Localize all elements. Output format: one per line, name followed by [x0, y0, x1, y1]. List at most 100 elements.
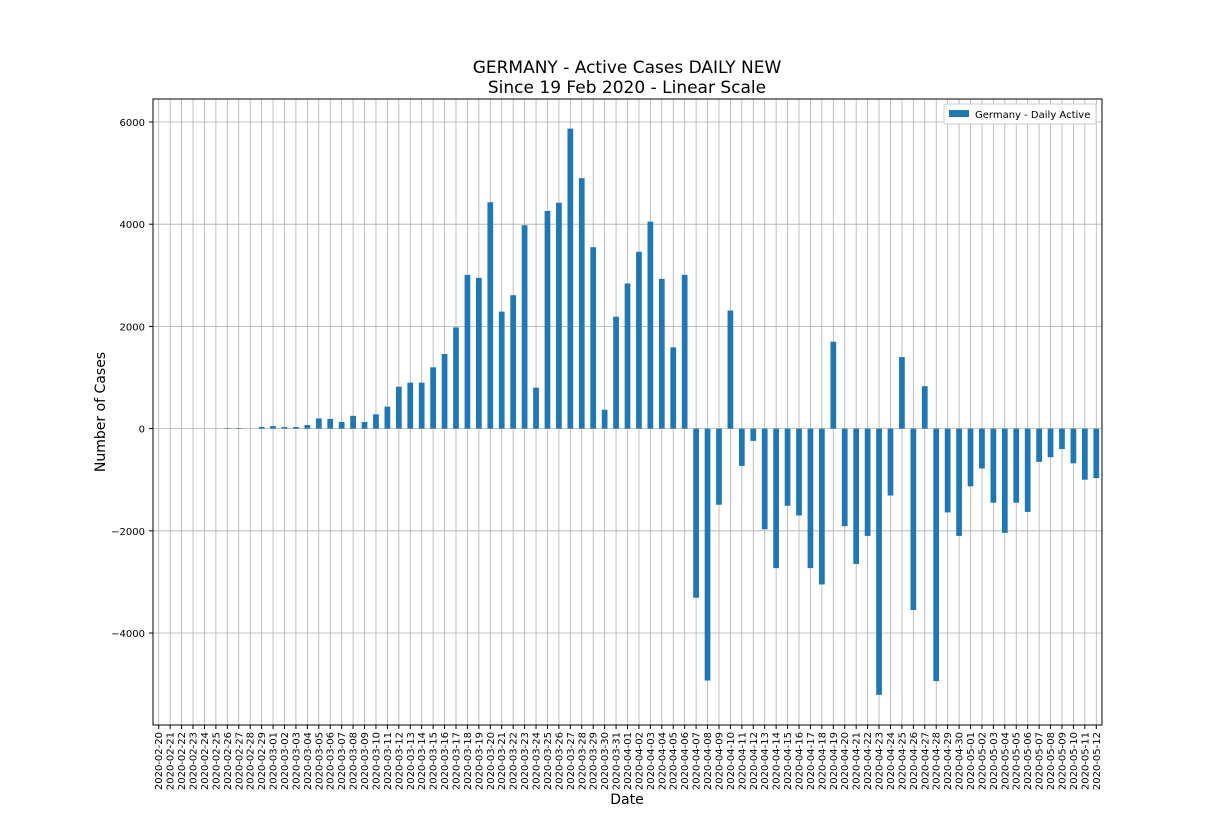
x-tick-label: 2020-04-22 — [863, 732, 874, 790]
x-tick-label: 2020-03-19 — [474, 732, 485, 790]
x-tick-label: 2020-05-03 — [989, 732, 1000, 790]
legend-label: Germany - Daily Active — [975, 110, 1090, 121]
x-tick-label: 2020-04-02 — [634, 732, 645, 790]
x-tick-label: 2020-04-23 — [875, 732, 886, 790]
x-tick-label: 2020-04-04 — [657, 732, 668, 790]
x-tick-label: 2020-02-23 — [189, 732, 200, 790]
x-tick-label: 2020-04-20 — [840, 732, 851, 790]
bar-2020-04-20 — [841, 428, 848, 527]
bar-2020-04-12 — [750, 428, 757, 441]
x-tick-label: 2020-04-01 — [623, 732, 634, 790]
y-axis-ticks: −4000 −2000 0 2000 4000 6000 — [111, 118, 153, 640]
bar-2020-05-07 — [1036, 428, 1042, 462]
bar-2020-03-14 — [418, 382, 425, 429]
x-tick-label: 2020-03-15 — [429, 732, 440, 790]
bar-2020-04-29 — [944, 428, 951, 513]
x-tick-label: 2020-04-28 — [932, 732, 943, 790]
x-tick-label: 2020-03-07 — [337, 732, 348, 790]
bar-2020-03-08 — [350, 415, 356, 429]
bar-2020-04-17 — [807, 428, 814, 569]
x-tick-label: 2020-03-17 — [451, 732, 462, 790]
x-tick-label: 2020-02-22 — [177, 732, 188, 790]
bar-2020-04-16 — [796, 428, 802, 516]
x-tick-label: 2020-03-24 — [532, 732, 543, 790]
x-tick-label: 2020-03-18 — [463, 732, 474, 790]
x-tick-label: 2020-03-09 — [360, 732, 371, 790]
x-tick-label: 2020-04-17 — [806, 732, 817, 790]
bar-2020-05-08 — [1047, 428, 1054, 458]
x-tick-label: 2020-03-08 — [349, 732, 360, 790]
bar-2020-04-01 — [624, 283, 631, 429]
x-tick-label: 2020-02-21 — [166, 732, 177, 790]
x-tick-label: 2020-04-30 — [955, 732, 966, 790]
x-tick-label: 2020-05-05 — [1012, 732, 1023, 790]
bar-2020-04-30 — [956, 428, 962, 536]
x-tick-label: 2020-04-11 — [737, 732, 748, 790]
x-tick-label: 2020-04-12 — [749, 732, 760, 790]
bar-2020-05-03 — [990, 428, 997, 503]
bar-2020-05-05 — [1013, 428, 1020, 503]
bar-2020-03-25 — [544, 210, 551, 429]
bar-2020-02-27 — [235, 428, 242, 429]
bar-2020-04-04 — [658, 278, 665, 429]
bar-2020-03-29 — [590, 247, 597, 429]
bar-2020-03-06 — [327, 418, 334, 429]
bar-2020-04-24 — [887, 428, 894, 496]
x-tick-label: 2020-02-25 — [211, 732, 222, 790]
y-tick-label: 4000 — [120, 220, 145, 231]
bar-2020-03-23 — [521, 225, 528, 429]
bar-2020-03-15 — [430, 367, 436, 429]
chart-title-line1: GERMANY - Active Cases DAILY NEW — [473, 58, 782, 78]
bar-2020-03-05 — [315, 418, 322, 429]
x-tick-label: 2020-05-02 — [977, 732, 988, 790]
bar-2020-04-22 — [864, 428, 871, 536]
bar-2020-05-12 — [1093, 428, 1100, 479]
x-tick-label: 2020-03-25 — [543, 732, 554, 790]
bar-2020-03-16 — [441, 353, 448, 429]
x-tick-label: 2020-03-04 — [303, 732, 314, 790]
bar-2020-04-08 — [704, 428, 711, 681]
x-tick-label: 2020-04-27 — [920, 732, 931, 790]
x-tick-label: 2020-03-12 — [394, 732, 405, 790]
bar-2020-02-29 — [258, 427, 265, 429]
x-tick-label: 2020-03-01 — [269, 732, 280, 790]
bar-2020-03-31 — [613, 316, 619, 429]
bar-2020-05-01 — [967, 428, 974, 487]
x-tick-label: 2020-02-29 — [257, 732, 268, 790]
x-tick-label: 2020-03-30 — [600, 732, 611, 790]
x-tick-label: 2020-03-21 — [497, 732, 508, 790]
bar-2020-03-30 — [601, 409, 608, 429]
x-tick-label: 2020-04-21 — [852, 732, 863, 790]
bar-2020-03-28 — [578, 178, 585, 429]
bar-2020-03-01 — [270, 426, 276, 429]
legend-swatch — [949, 110, 969, 117]
x-tick-label: 2020-04-25 — [897, 732, 908, 790]
bar-2020-05-02 — [979, 428, 985, 469]
bar-2020-04-25 — [899, 357, 905, 429]
x-tick-label: 2020-04-19 — [829, 732, 840, 790]
grid-lines — [153, 99, 1102, 725]
bar-2020-05-11 — [1081, 428, 1088, 480]
bar-2020-04-13 — [761, 428, 768, 530]
bar-2020-04-06 — [681, 274, 688, 429]
x-tick-label: 2020-05-09 — [1057, 732, 1068, 790]
bar-2020-03-03 — [293, 427, 299, 429]
x-tick-label: 2020-02-20 — [154, 732, 165, 790]
x-axis-ticks: 2020-02-20 2020-02-21 2020-02-22 2020-02-23… — [154, 725, 1103, 790]
y-tick-label: −4000 — [111, 629, 145, 640]
y-tick-label: 0 — [139, 425, 145, 436]
x-tick-label: 2020-03-28 — [577, 732, 588, 790]
bar-2020-04-18 — [819, 428, 825, 585]
bar-2020-04-09 — [716, 428, 722, 505]
bar-2020-04-11 — [738, 428, 745, 466]
x-tick-label: 2020-03-27 — [566, 732, 577, 790]
bar-2020-05-10 — [1070, 428, 1077, 464]
bar-2020-03-26 — [556, 202, 562, 429]
bar-2020-03-09 — [361, 421, 368, 429]
y-tick-label: 6000 — [120, 118, 145, 129]
x-tick-label: 2020-04-09 — [714, 732, 725, 790]
x-tick-label: 2020-02-26 — [223, 732, 234, 790]
chart-subtitle: Since 19 Feb 2020 - Linear Scale — [488, 78, 766, 98]
x-tick-label: 2020-04-06 — [680, 732, 691, 790]
x-tick-label: 2020-05-12 — [1092, 732, 1103, 790]
